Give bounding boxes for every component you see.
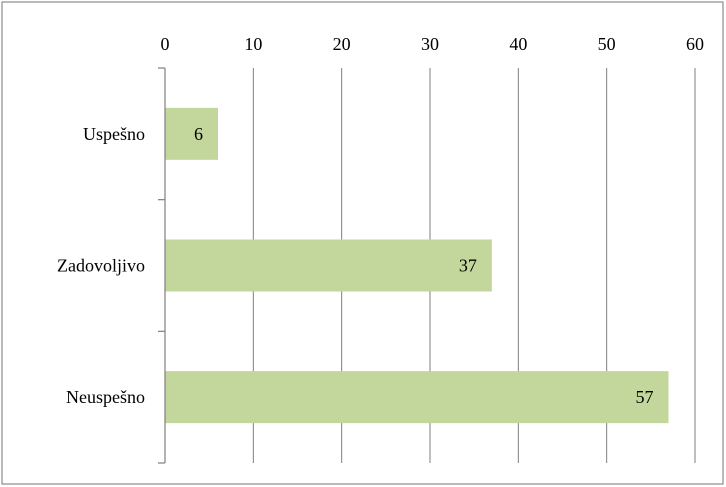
data-label: 6 [194, 124, 203, 144]
x-tick-label: 60 [686, 34, 704, 54]
bar-2 [165, 371, 669, 424]
axes [158, 67, 166, 464]
x-tick-label: 30 [421, 34, 439, 54]
labels: 0 10 20 30 40 50 60 Uspešno 6 Zadovoljivo 37 Neuspe… [57, 34, 704, 407]
bars [165, 107, 669, 424]
bar-0 [165, 107, 218, 160]
bar-1 [165, 239, 492, 292]
x-tick-label: 50 [598, 34, 616, 54]
x-tick-label: 20 [333, 34, 351, 54]
x-tick-label: 10 [244, 34, 262, 54]
category-label: Zadovoljivo [57, 256, 145, 276]
x-tick-label: 40 [509, 34, 527, 54]
data-label: 57 [636, 387, 654, 407]
x-tick-label: 0 [161, 34, 170, 54]
data-label: 37 [459, 256, 477, 276]
category-label: Uspešno [83, 124, 145, 144]
category-label: Neuspešno [66, 387, 145, 407]
